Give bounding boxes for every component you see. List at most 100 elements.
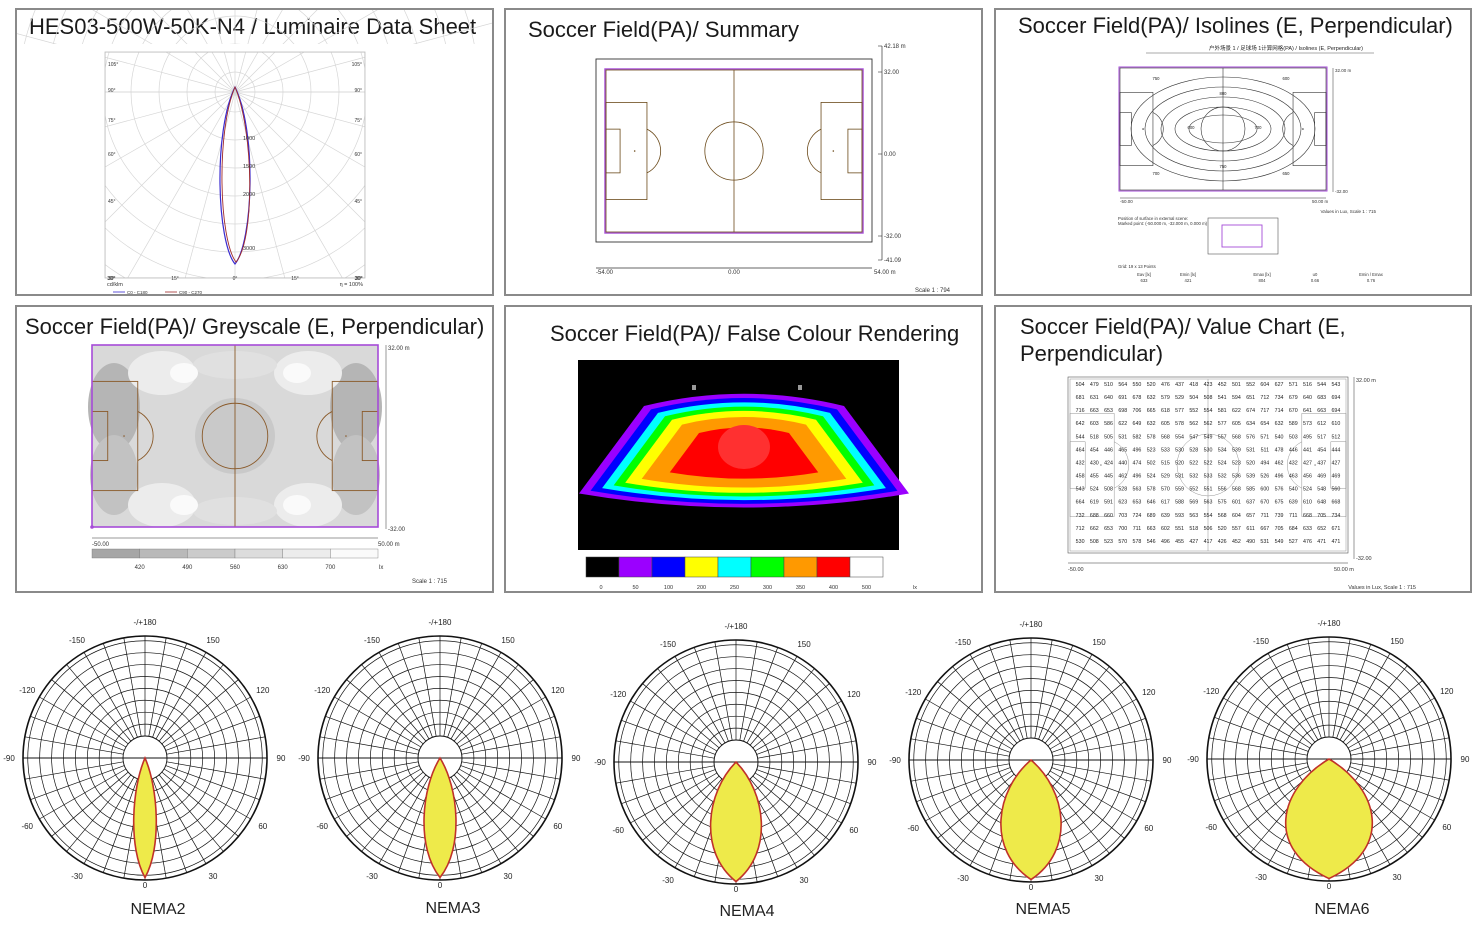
valuechart-cell-value: 623 — [1118, 500, 1127, 506]
nema-spoke — [916, 767, 1011, 803]
valuechart-cell-value: 476 — [1303, 539, 1312, 545]
valuechart-cell-value: 520 — [1218, 526, 1227, 532]
valuechart-cell-value: 648 — [1317, 500, 1326, 506]
isolines-contour — [1130, 76, 1316, 182]
nema-spoke — [749, 778, 815, 856]
greyscale-zone — [332, 435, 380, 515]
valuechart-cell-value: 711 — [1289, 513, 1297, 519]
valuechart-cell-value: 524 — [1147, 474, 1156, 480]
nema-spoke — [319, 736, 419, 755]
valuechart-cell-value: 668 — [1303, 513, 1312, 519]
nema-spoke — [743, 647, 779, 742]
summary-y-label: -32.00 — [884, 234, 902, 240]
valuechart-cell-value: 454 — [1090, 447, 1099, 453]
lum-grid-ray — [234, 10, 378, 93]
nema-spoke — [39, 768, 127, 820]
valuechart-cell-value: 524 — [1218, 460, 1227, 466]
lum-grid-ray — [234, 10, 283, 93]
nema-spoke — [1009, 639, 1028, 739]
valuechart-cell-value: 536 — [1232, 474, 1241, 480]
nema-label-left: -90 — [298, 754, 310, 763]
falsecolour-plot: 0 50 100 200 250 300 350 400 500 lx — [578, 360, 917, 591]
nema-spoke — [378, 776, 430, 864]
nema-spoke — [158, 664, 224, 742]
greyscale-zone — [283, 495, 311, 515]
valuechart-cell-value: 502 — [1147, 460, 1156, 466]
nema-label-lower-right: 30 — [800, 876, 809, 885]
summary-scale: Scale 1 : 794 — [915, 288, 951, 294]
nema-label-right: 90 — [1461, 755, 1470, 764]
field-penalty-box-right — [820, 102, 863, 200]
nema-spoke — [443, 637, 462, 737]
valuechart-cell-value: 539 — [1232, 447, 1241, 453]
nema-spoke — [756, 769, 851, 805]
lum-angle-left: 30° — [108, 276, 116, 282]
valuechart-cell-value: 474 — [1133, 460, 1142, 466]
greyscale-zone — [88, 363, 140, 451]
nema-label-top: -/+180 — [725, 622, 748, 631]
isolines-stat-value: 804 — [1259, 278, 1267, 283]
lum-angle-right: 105° — [352, 62, 362, 68]
nema-spoke — [66, 664, 132, 742]
valuechart-cell-value: 458 — [1076, 474, 1085, 480]
valuechart-cell-value: 522 — [1204, 460, 1213, 466]
nema-beam-shape — [132, 756, 158, 880]
valuechart-cell-value: 552 — [1189, 408, 1198, 414]
nema-spoke — [1223, 769, 1311, 821]
nema-label-3: NEMA5 — [1015, 901, 1071, 918]
nema-label-left: -90 — [1187, 755, 1199, 764]
greyscale-legend-swatch — [91, 548, 140, 559]
valuechart-cell-value: 712 — [1076, 526, 1085, 532]
greyscale-legend-swatch — [187, 548, 236, 559]
valuechart-title-line1: Soccer Field(PA)/ Value Chart (E, — [1020, 314, 1346, 339]
nema-spoke — [378, 652, 430, 740]
valuechart-cell-value: 508 — [1204, 395, 1213, 401]
isolines-contour-label: 600 — [1188, 125, 1196, 130]
valuechart-cell-value: 577 — [1218, 421, 1227, 427]
nema-spoke — [1286, 644, 1322, 739]
nema-spoke — [1051, 767, 1146, 803]
nema-spoke — [418, 637, 437, 737]
valuechart-cell-value: 462 — [1275, 460, 1284, 466]
nema-spoke — [158, 774, 224, 852]
nema-spoke — [910, 763, 1010, 782]
greyscale-legend-swatch — [330, 548, 379, 559]
valuechart-cell-value: 426 — [1218, 539, 1227, 545]
field-penalty-spot-left — [633, 150, 636, 152]
nema-spoke — [66, 774, 132, 852]
valuechart-cell-value: 508 — [1104, 487, 1113, 493]
nema-label-upper-left: -150 — [1253, 637, 1270, 646]
valuechart-cell-value: 471 — [1317, 539, 1326, 545]
valuechart-cell-value: 530 — [1204, 447, 1213, 453]
valuechart-cell-value: 577 — [1175, 408, 1184, 414]
valuechart-cell-value: 578 — [1147, 434, 1156, 440]
nema-label-left: -90 — [889, 756, 901, 765]
nema-spoke — [346, 771, 424, 837]
isolines-contour — [1160, 96, 1286, 162]
nema-spoke — [152, 778, 188, 873]
falsecolour-legend-unit: lx — [913, 585, 917, 591]
isolines-grid-note: Grid: 19 x 13 Points — [1118, 264, 1156, 269]
nema-spoke — [361, 774, 427, 852]
valuechart-cell-value: 634 — [1246, 421, 1255, 427]
valuechart-values-note: Values in Lux, Scale 1 : 715 — [1348, 585, 1416, 591]
valuechart-cell-value: 528 — [1189, 447, 1198, 453]
valuechart-cell-value: 557 — [1218, 434, 1227, 440]
nema-spoke — [155, 652, 207, 740]
greyscale-panel: Soccer Field(PA)/ Greyscale (E, Perpendi… — [15, 305, 494, 593]
isolines-position-note: Marked point: (-50.000 m, -32.000 m, 0.0… — [1118, 221, 1208, 226]
nema-spoke — [925, 698, 1013, 750]
greyscale-zone — [90, 435, 138, 515]
isolines-contour — [1144, 86, 1302, 172]
valuechart-cell-value: 530 — [1076, 539, 1085, 545]
lum-angle-left: 105° — [108, 62, 118, 68]
valuechart-cell-value: 601 — [1232, 500, 1241, 506]
summary-title: Soccer Field(PA)/ Summary — [528, 17, 799, 42]
valuechart-cell-value: 633 — [1303, 526, 1312, 532]
valuechart-cell-value: 469 — [1317, 474, 1326, 480]
valuechart-cell-value: 533 — [1204, 474, 1213, 480]
valuechart-cell-value: 632 — [1275, 421, 1284, 427]
nema-label-mid-upper-left: -120 — [314, 686, 331, 695]
nema-spoke — [1044, 776, 1110, 854]
nema-beam-shape — [709, 760, 763, 883]
